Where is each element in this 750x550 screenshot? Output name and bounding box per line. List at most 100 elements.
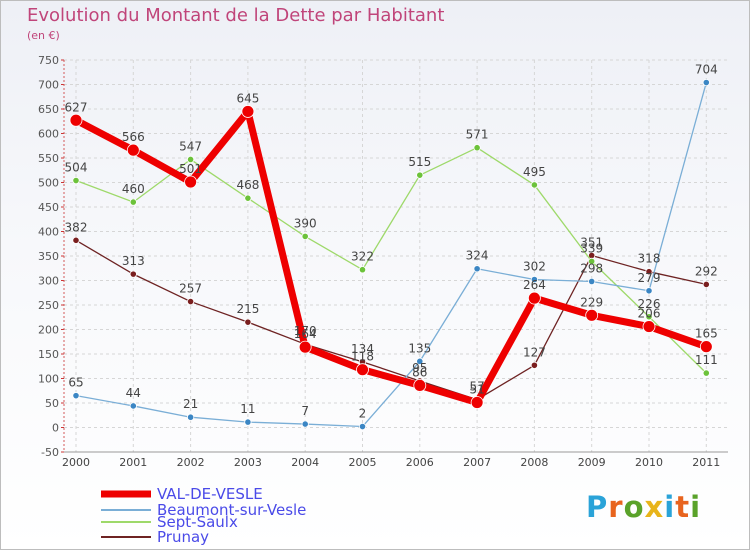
- data-label-beaumont-sur-vesle: 298: [580, 261, 603, 275]
- data-point-sept-saulx: [301, 232, 309, 240]
- legend-label-prunay: Prunay: [157, 528, 210, 546]
- legend-label-beaumont-sur-vesle: Beaumont-sur-Vesle: [157, 501, 307, 519]
- data-label-beaumont-sur-vesle: 279: [638, 271, 661, 285]
- data-point-sept-saulx: [129, 198, 137, 206]
- logo-letter: i: [690, 490, 702, 524]
- y-tick-label: 450: [38, 201, 59, 214]
- x-tick-label: 2003: [234, 456, 262, 469]
- y-tick-label: 0: [52, 422, 59, 435]
- data-label-beaumont-sur-vesle: 324: [466, 249, 489, 263]
- data-label-sept-saulx: 495: [523, 165, 546, 179]
- data-label-val-de-vesle: 229: [580, 295, 603, 309]
- chart-subtitle: (en €): [27, 29, 60, 42]
- logo-letter: P: [586, 490, 609, 524]
- data-label-beaumont-sur-vesle: 2: [359, 407, 367, 421]
- y-tick-label: 500: [38, 177, 59, 190]
- x-tick-label: 2008: [520, 456, 548, 469]
- data-label-val-de-vesle: 51: [469, 383, 484, 397]
- data-label-sept-saulx: 111: [695, 353, 718, 367]
- y-tick-label: 700: [38, 79, 59, 92]
- data-point-sept-saulx: [358, 266, 367, 274]
- logo-letter: t: [675, 490, 691, 524]
- data-point-beaumont-sur-vesle: [473, 265, 481, 273]
- data-point-beaumont-sur-vesle: [530, 275, 539, 284]
- data-point-val-de-vesle: [470, 396, 484, 409]
- y-tick-label: 650: [38, 103, 59, 116]
- x-tick-label: 2002: [177, 456, 205, 469]
- data-label-prunay: 215: [236, 302, 259, 316]
- data-point-prunay: [129, 270, 137, 278]
- data-point-beaumont-sur-vesle: [72, 392, 80, 400]
- data-label-sept-saulx: 322: [351, 250, 374, 264]
- y-tick-label: 350: [38, 250, 59, 263]
- data-label-val-de-vesle: 627: [65, 100, 88, 114]
- x-tick-label: 2010: [635, 456, 663, 469]
- data-label-sept-saulx: 571: [466, 128, 489, 142]
- data-label-prunay: 382: [65, 220, 88, 234]
- data-label-prunay: 127: [523, 345, 546, 359]
- data-point-sept-saulx: [645, 313, 653, 321]
- data-point-prunay: [244, 318, 252, 326]
- data-label-val-de-vesle: 86: [412, 365, 427, 379]
- data-point-sept-saulx: [702, 369, 710, 377]
- logo-letter: o: [623, 490, 645, 524]
- data-label-sept-saulx: 390: [294, 216, 317, 230]
- data-point-beaumont-sur-vesle: [301, 420, 309, 428]
- y-tick-label: 550: [38, 152, 59, 165]
- legend-swatch-beaumont-sur-vesle: [101, 509, 151, 511]
- data-label-sept-saulx: 504: [65, 161, 88, 175]
- data-point-val-de-vesle: [184, 175, 198, 189]
- data-point-prunay: [530, 361, 539, 369]
- data-label-prunay: 134: [351, 342, 374, 356]
- data-point-sept-saulx: [187, 155, 195, 164]
- data-point-val-de-vesle: [356, 363, 369, 377]
- data-label-beaumont-sur-vesle: 44: [126, 386, 141, 400]
- y-tick-label: 250: [38, 299, 59, 312]
- data-label-beaumont-sur-vesle: 704: [695, 63, 718, 77]
- data-point-val-de-vesle: [699, 340, 713, 354]
- data-point-val-de-vesle: [642, 320, 656, 333]
- x-tick-label: 2011: [692, 456, 720, 469]
- logo-letter: r: [608, 490, 624, 524]
- data-label-prunay: 292: [695, 264, 718, 278]
- data-label-val-de-vesle: 118: [351, 350, 374, 364]
- x-tick-label: 2005: [349, 456, 377, 469]
- data-label-beaumont-sur-vesle: 302: [523, 260, 546, 274]
- data-label-val-de-vesle: 645: [236, 91, 259, 105]
- data-label-beaumont-sur-vesle: 65: [68, 376, 83, 390]
- data-label-sept-saulx: 547: [179, 139, 202, 153]
- data-label-sept-saulx: 339: [580, 241, 603, 255]
- series-line-beaumont-sur-vesle: [75, 81, 707, 428]
- data-point-val-de-vesle: [126, 143, 140, 157]
- data-point-beaumont-sur-vesle: [588, 277, 596, 286]
- data-label-beaumont-sur-vesle: 7: [301, 404, 309, 418]
- data-point-prunay: [645, 268, 653, 276]
- data-point-val-de-vesle: [413, 378, 427, 392]
- data-label-sept-saulx: 460: [122, 182, 145, 196]
- data-label-val-de-vesle: 164: [294, 327, 317, 341]
- data-point-val-de-vesle: [298, 340, 312, 354]
- proxiti-logo: Proxiti: [586, 490, 701, 524]
- legend-swatch-prunay: [101, 536, 151, 538]
- data-label-prunay: 170: [294, 324, 317, 338]
- series-line-prunay: [75, 239, 707, 401]
- y-tick-label: 600: [38, 128, 59, 141]
- y-tick-label: 750: [38, 54, 59, 67]
- y-tick-label: 300: [38, 275, 59, 288]
- data-label-sept-saulx: 468: [236, 178, 259, 192]
- y-tick-label: 400: [38, 226, 59, 239]
- data-point-beaumont-sur-vesle: [187, 413, 195, 421]
- data-point-prunay: [702, 280, 710, 289]
- data-label-val-de-vesle: 206: [638, 307, 661, 321]
- chart-title: Evolution du Montant de la Dette par Hab…: [27, 5, 445, 26]
- data-point-sept-saulx: [473, 144, 481, 152]
- legend-label-sept-saulx: Sept-Saulx: [157, 513, 238, 531]
- data-label-prunay: 313: [122, 254, 145, 268]
- series-line-val-de-vesle: [72, 107, 710, 407]
- data-label-val-de-vesle: 165: [695, 327, 718, 341]
- series-line-sept-saulx: [75, 147, 707, 374]
- data-label-val-de-vesle: 501: [179, 162, 202, 176]
- data-point-beaumont-sur-vesle: [358, 422, 367, 431]
- data-point-val-de-vesle: [528, 291, 541, 305]
